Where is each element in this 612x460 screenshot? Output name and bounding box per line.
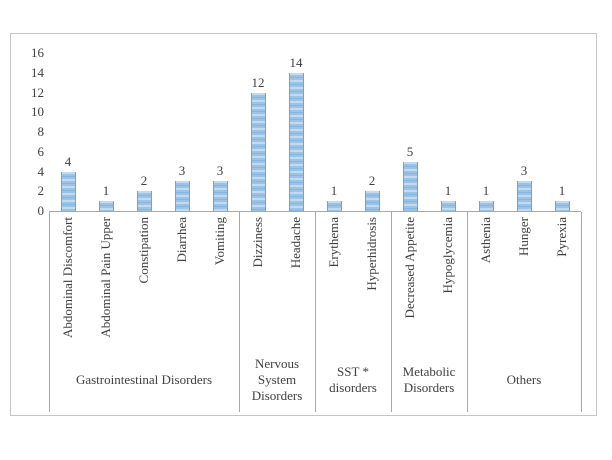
- y-tick-label: 4: [37, 163, 45, 179]
- chart-outer-border: [10, 33, 597, 416]
- bar: [60, 171, 76, 211]
- bar-value-label: 3: [520, 163, 528, 179]
- bar: [402, 161, 418, 211]
- bar-value-label: 4: [64, 153, 72, 169]
- bar: [174, 181, 190, 211]
- category-label: Hypoglycemia: [440, 217, 455, 294]
- bar-value-label: 12: [251, 74, 265, 90]
- category-label: Vomiting: [212, 217, 227, 266]
- bar-value-label: 1: [330, 183, 338, 199]
- y-tick-label: 14: [31, 64, 44, 80]
- y-tick-label: 8: [37, 124, 45, 139]
- group-separator-line: [467, 212, 468, 412]
- y-tick-label: 2: [37, 183, 45, 199]
- group-separator-line: [315, 212, 316, 412]
- bar-value-label: 3: [178, 163, 186, 179]
- bar: [440, 201, 456, 211]
- category-label: Hyperhidrosis: [364, 217, 379, 291]
- group-separator-line: [391, 212, 392, 412]
- y-tick-label: 16: [31, 45, 44, 60]
- bar: [288, 72, 304, 211]
- y-tick-label: 0: [37, 203, 45, 218]
- group-label: SST * disorders: [329, 364, 377, 395]
- y-tick-label: 10: [31, 104, 44, 120]
- category-label: Erythema: [326, 217, 341, 268]
- category-label: Diarrhea: [174, 217, 189, 263]
- category-label: Asthenia: [478, 217, 493, 264]
- category-label: Abdominal Discomfort: [60, 217, 75, 338]
- group-label: Nervous System Disorders: [251, 356, 303, 403]
- group-separator-line: [581, 212, 582, 412]
- bar: [326, 201, 342, 211]
- category-label: Hunger: [516, 217, 531, 256]
- bar: [98, 201, 114, 211]
- category-label: Constipation: [136, 217, 151, 284]
- bar-value-label: 2: [368, 173, 376, 189]
- group-label: Gastrointestinal Disorders: [75, 372, 213, 387]
- bar: [364, 191, 380, 211]
- bar-value-label: 1: [444, 183, 452, 199]
- bar-value-label: 3: [216, 163, 224, 179]
- bar: [212, 181, 228, 211]
- category-label: Abdominal Pain Upper: [98, 217, 113, 338]
- bar-value-label: 1: [102, 183, 110, 199]
- bar-value-label: 1: [558, 183, 566, 199]
- category-label: Pyrexia: [554, 217, 569, 257]
- bar: [478, 201, 494, 211]
- group-label: Metabolic Disorders: [402, 364, 456, 395]
- category-label: Dizziness: [250, 217, 265, 268]
- y-tick-label: 6: [37, 143, 45, 159]
- bar: [554, 201, 570, 211]
- category-label: Decreased Appetite: [402, 217, 417, 319]
- category-label: Headache: [288, 217, 303, 269]
- bar-value-label: 2: [140, 173, 148, 189]
- bar-value-label: 14: [289, 54, 303, 70]
- group-separator-line: [49, 212, 50, 412]
- bar: [250, 92, 266, 211]
- bar-value-label: 5: [406, 143, 414, 159]
- bar-value-label: 1: [482, 183, 490, 199]
- group-label: Others: [506, 372, 542, 387]
- bar: [516, 181, 532, 211]
- x-axis-line: [49, 211, 581, 212]
- y-tick-label: 12: [31, 84, 44, 100]
- group-separator-line: [239, 212, 240, 412]
- bar: [136, 191, 152, 211]
